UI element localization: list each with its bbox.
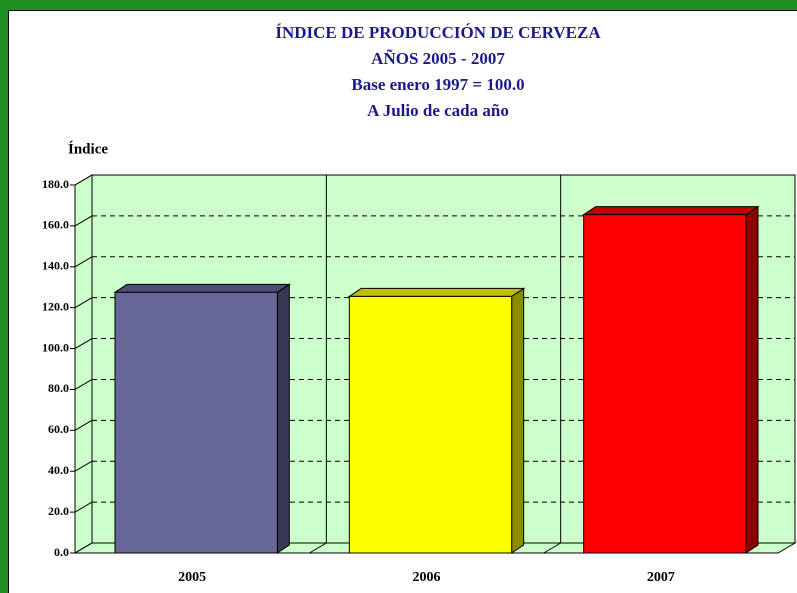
tick-connector <box>74 297 93 309</box>
bar-side <box>745 205 759 554</box>
x-tick-label: 2005 <box>178 570 206 585</box>
bar-side <box>276 283 290 554</box>
tick-connector <box>74 215 93 227</box>
tick-connector <box>74 419 93 431</box>
y-axis-label: Índice <box>68 140 108 157</box>
bar-top <box>347 287 526 297</box>
x-tick-label: 2007 <box>647 570 675 585</box>
y-tick-label: 100.0 <box>42 340 69 354</box>
y-tick-label: 160.0 <box>42 218 69 232</box>
tick-connector <box>74 501 93 513</box>
bar-top <box>113 283 291 293</box>
tick-connector <box>74 256 93 268</box>
bar-side <box>511 287 525 554</box>
y-tick-label: 60.0 <box>48 422 69 436</box>
tick-connector <box>74 338 93 349</box>
bar <box>583 214 747 554</box>
tick-connector <box>74 460 93 472</box>
y-tick-label: 120.0 <box>42 299 69 313</box>
floor-divider <box>309 542 327 554</box>
bar <box>114 291 278 554</box>
y-tick-label: 80.0 <box>48 381 69 395</box>
chart-title: ÍNDICE DE PRODUCCIÓN DE CERVEZA <box>275 23 601 42</box>
chart-subtitle: AÑOS 2005 - 2007 <box>371 49 505 68</box>
y-tick-label: 140.0 <box>42 259 69 273</box>
bar <box>348 295 513 554</box>
y-tick-label: 0.0 <box>54 545 69 559</box>
chart-subtitle: Base enero 1997 = 100.0 <box>351 75 524 94</box>
y-tick-label: 20.0 <box>48 504 69 518</box>
tick-connector <box>74 174 93 186</box>
x-tick-label: 2006 <box>413 570 441 585</box>
bar-top <box>582 206 760 216</box>
side-wall <box>74 174 93 554</box>
y-tick-label: 40.0 <box>48 463 69 477</box>
floor-divider <box>543 542 561 554</box>
y-tick-label: 180.0 <box>42 177 69 191</box>
tick-connector <box>74 379 93 390</box>
chart-subtitle: A Julio de cada año <box>367 101 509 120</box>
tick-connector <box>74 542 93 554</box>
